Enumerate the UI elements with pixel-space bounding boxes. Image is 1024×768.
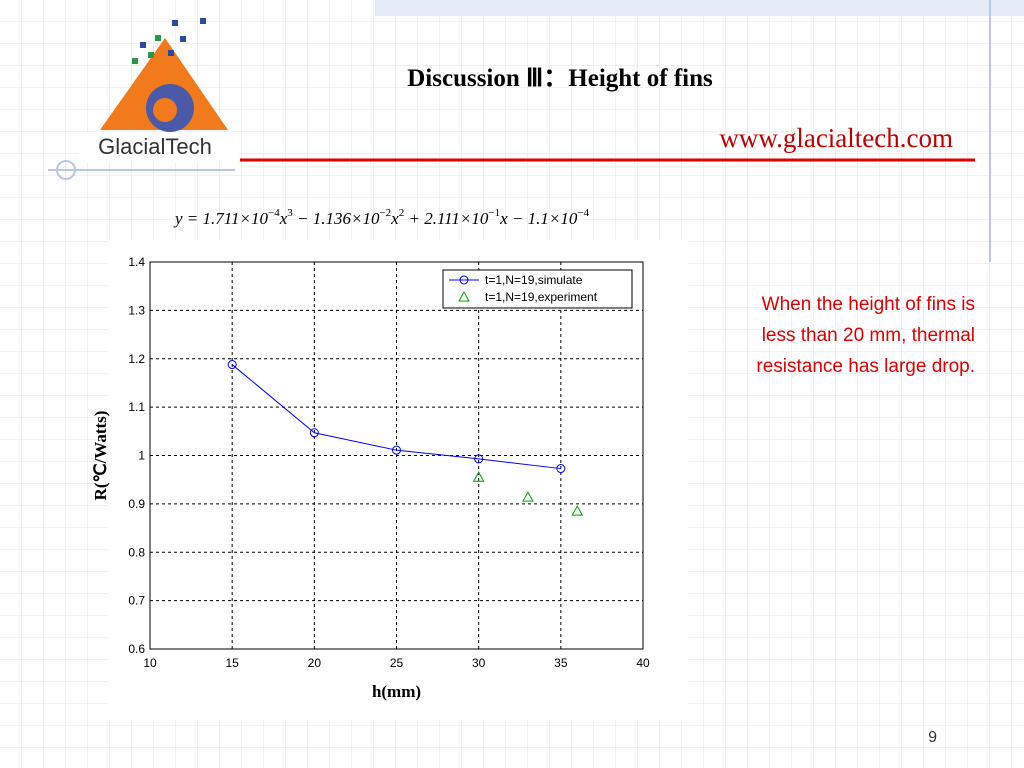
x-tick-label: 25 (390, 656, 404, 670)
series-line (231, 364, 561, 470)
equation-exponent: −4 (577, 207, 589, 219)
logo-text: GlacialTech (98, 134, 212, 159)
marker (458, 290, 470, 302)
equation-part: + 2.111×10 (404, 209, 489, 228)
y-tick-label: 1.1 (128, 400, 145, 414)
top-band (375, 0, 1024, 16)
y-axis-label: R(℃/Watts) (91, 411, 110, 501)
marker (556, 464, 566, 474)
legend (442, 269, 633, 309)
marker (227, 360, 237, 370)
x-tick-label: 10 (143, 656, 157, 670)
y-tick-label: 0.6 (128, 642, 145, 656)
x-tick-label: 15 (225, 656, 239, 670)
url: www.glacialtech.com (719, 123, 953, 153)
page-number: 9 (928, 729, 937, 746)
equation-part: x (390, 209, 399, 228)
marker (571, 505, 584, 516)
note-line: less than 20 mm, thermal (762, 325, 975, 346)
equation-exponent: 3 (287, 207, 293, 219)
y-tick-label: 0.7 (128, 594, 145, 608)
logo-plate (78, 132, 238, 162)
note-line: When the height of fins is (762, 294, 975, 315)
equation-exponent: −1 (488, 207, 500, 219)
x-axis-label: h(mm) (372, 682, 421, 701)
marker (474, 454, 484, 464)
note-line: resistance has large drop. (756, 356, 975, 377)
deco-circle (56, 160, 76, 180)
note: When the height of fins is less than 20 m… (756, 294, 975, 377)
y-tick-label: 0.9 (128, 497, 145, 511)
equation-part: − 1.136×10 (293, 209, 380, 228)
marker (472, 471, 485, 482)
marker (392, 445, 401, 455)
x-tick-label: 35 (554, 656, 568, 670)
logo (100, 18, 228, 132)
slide-title: Discussion Ⅲ：Height of fins (407, 65, 713, 92)
marker (309, 428, 319, 438)
equation-exponent: −2 (379, 207, 391, 219)
marker (522, 491, 534, 502)
y-tick-label: 1.4 (128, 255, 145, 269)
y-tick-label: 0.8 (128, 545, 145, 559)
y-tick-label: 1 (138, 449, 145, 463)
equation-part: x (279, 209, 288, 228)
x-tick-label: 30 (472, 656, 486, 670)
legend-label: t=1,N=19,experiment (485, 290, 598, 304)
equation-part: x − 1.1×10 (499, 209, 578, 228)
legend-label: t=1,N=19,simulate (485, 273, 583, 287)
y-tick-label: 1.3 (128, 303, 145, 317)
x-tick-label: 40 (636, 656, 650, 670)
x-tick-label: 20 (308, 656, 322, 670)
marker (459, 275, 469, 285)
equation-exponent: 2 (399, 207, 405, 219)
equation: y = 1.711×10−4x3 − 1.136×10−2x2 + 2.111×… (173, 207, 590, 228)
equation-part: y = 1.711×10 (173, 209, 268, 228)
equation-exponent: −4 (268, 207, 280, 219)
y-tick-label: 1.2 (128, 352, 145, 366)
